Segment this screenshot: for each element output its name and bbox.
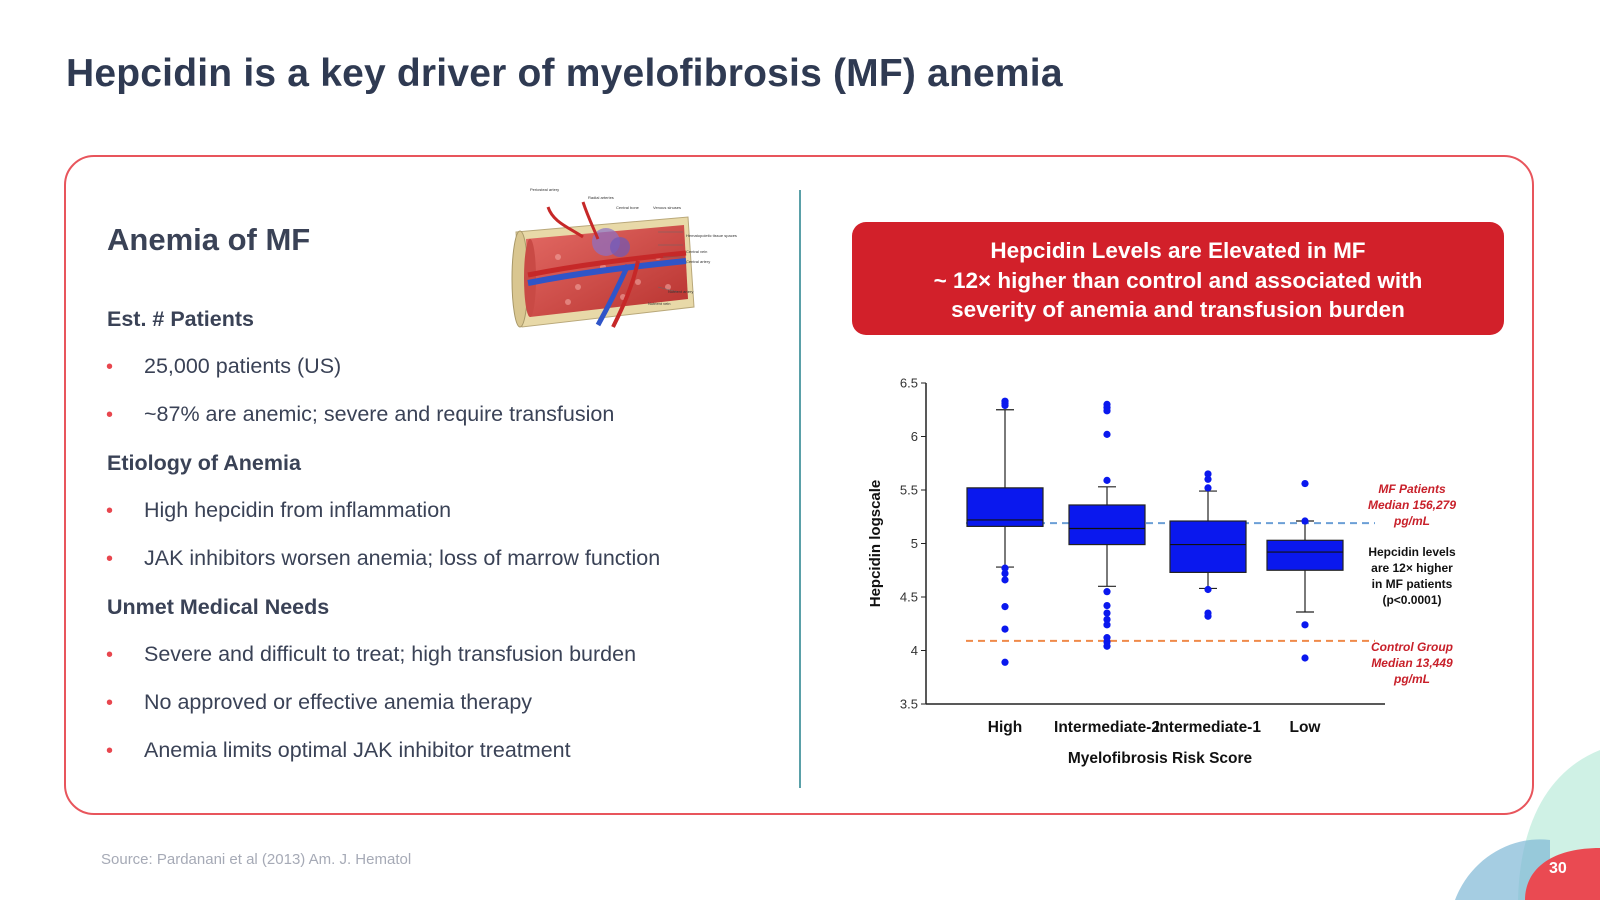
banner-line: severity of anemia and transfusion burde… — [951, 297, 1405, 322]
list-item: • JAK inhibitors worsen anemia; loss of m… — [106, 546, 661, 570]
x-tick-label: High — [988, 719, 1022, 736]
y-tick-label: 3.5 — [900, 697, 918, 712]
outlier-point — [1001, 603, 1009, 611]
outlier-point — [1204, 612, 1212, 620]
x-tick-label: Low — [1290, 719, 1322, 736]
mf-median-label: pg/mL — [1393, 514, 1430, 528]
illus-label: Hematopoietic tissue spaces — [686, 233, 737, 238]
banner-line: Hepcidin Levels are Elevated in MF — [990, 238, 1366, 263]
box — [1169, 520, 1247, 573]
bone-marrow-illustration: Periosteal artery Radial arteries Centra… — [511, 187, 737, 328]
outlier-point — [1103, 609, 1111, 617]
illus-label: Nutrient vein — [648, 301, 670, 306]
list-item: • Anemia limits optimal JAK inhibitor tre… — [106, 738, 571, 762]
outlier-point — [1103, 615, 1111, 624]
outlier-point — [1001, 401, 1009, 410]
outlier-point — [1001, 625, 1009, 633]
bullet-icon: • — [106, 500, 114, 522]
list-item: • Severe and difficult to treat; high tra… — [106, 642, 637, 666]
content-card — [64, 155, 1534, 815]
callout-banner: Hepcidin Levels are Elevated in MF ~ 12×… — [852, 222, 1504, 335]
list-item: • ~87% are anemic; severe and require tra… — [106, 402, 615, 426]
bullet-icon: • — [106, 356, 114, 378]
y-tick-label: 4.5 — [900, 590, 918, 605]
outlier-point — [1103, 430, 1111, 438]
illus-label: Central artery — [686, 259, 710, 264]
slide-title: Hepcidin is a key driver of myelofibrosi… — [66, 52, 1063, 95]
mf-median-label: MF Patients — [1378, 482, 1446, 496]
source-citation: Source: Pardanani et al (2013) Am. J. He… — [101, 851, 412, 868]
outlier-point — [1103, 621, 1111, 629]
y-tick-label: 6.5 — [900, 376, 918, 391]
box — [1068, 504, 1146, 546]
fold-change-note: in MF patients — [1372, 577, 1453, 591]
y-tick-label: 5.5 — [900, 483, 918, 498]
y-tick-label: 6 — [911, 429, 918, 444]
illus-label: Nutrient artery — [668, 289, 693, 294]
x-tick-label: Intermediate-1 — [1155, 719, 1261, 736]
outlier-point — [1103, 601, 1111, 610]
control-median-label: pg/mL — [1393, 672, 1430, 686]
bullet-icon: • — [106, 548, 114, 570]
x-tick-label: Intermediate-2 — [1054, 719, 1160, 736]
subsection-title: Unmet Medical Needs — [107, 595, 330, 619]
bullet-icon: • — [106, 644, 114, 666]
hepcidin-box-plot: 6.5 6 5.5 5 4.5 4 3.5 Hepcidin logscale High Inte… — [867, 376, 1456, 768]
outlier-point — [1001, 569, 1009, 578]
box — [1266, 539, 1344, 571]
outlier-point — [1103, 476, 1111, 484]
outlier-point — [1001, 658, 1009, 666]
outlier-point — [1103, 642, 1111, 650]
y-tick-label: 5 — [911, 536, 918, 551]
subsection-title: Est. # Patients — [107, 307, 254, 331]
control-median-label: Median 13,449 — [1371, 656, 1453, 670]
outlier-point — [1001, 564, 1009, 572]
column-divider — [799, 190, 801, 788]
illus-label: Radial arteries — [588, 195, 614, 200]
box — [966, 487, 1044, 527]
outlier-point — [1301, 479, 1309, 488]
outlier-point — [1301, 517, 1309, 525]
list-item: • High hepcidin from inflammation — [106, 498, 452, 522]
outlier-point — [1001, 576, 1009, 584]
outlier-point — [1103, 407, 1111, 415]
outlier-point — [1301, 654, 1309, 662]
y-axis-label: Hepcidin logscale — [867, 480, 884, 608]
illus-label: Central vein — [686, 249, 707, 254]
outlier-point — [1301, 621, 1309, 629]
fold-change-note: Hepcidin levels — [1368, 545, 1456, 559]
fold-change-note: are 12× higher — [1371, 561, 1453, 575]
bullet-icon: • — [106, 740, 114, 762]
outlier-point — [1204, 475, 1212, 483]
section-heading: Anemia of MF — [107, 222, 311, 257]
bullet-icon: • — [106, 404, 114, 426]
illus-label: Central bone — [616, 205, 640, 210]
list-item: • No approved or effective anemia therapy — [106, 690, 533, 714]
mf-median-label: Median 156,279 — [1368, 498, 1456, 512]
y-tick-label: 4 — [911, 643, 918, 658]
outlier-point — [1204, 470, 1212, 478]
outlier-point — [1204, 484, 1212, 492]
fold-change-note: (p<0.0001) — [1382, 593, 1441, 607]
page-number: 30 — [1549, 860, 1567, 877]
subsection-title: Etiology of Anemia — [107, 451, 301, 475]
control-median-label: Control Group — [1371, 640, 1453, 654]
list-item: • 25,000 patients (US) — [106, 354, 342, 378]
bullet-icon: • — [106, 692, 114, 714]
illus-label: Venous sinuses — [653, 205, 681, 210]
outlier-point — [1204, 585, 1212, 594]
banner-line: ~ 12× higher than control and associated… — [933, 267, 1423, 293]
outlier-point — [1103, 588, 1111, 596]
x-axis-label: Myelofibrosis Risk Score — [1068, 750, 1253, 767]
corner-decoration — [1455, 750, 1600, 900]
illus-label: Periosteal artery — [530, 187, 559, 192]
